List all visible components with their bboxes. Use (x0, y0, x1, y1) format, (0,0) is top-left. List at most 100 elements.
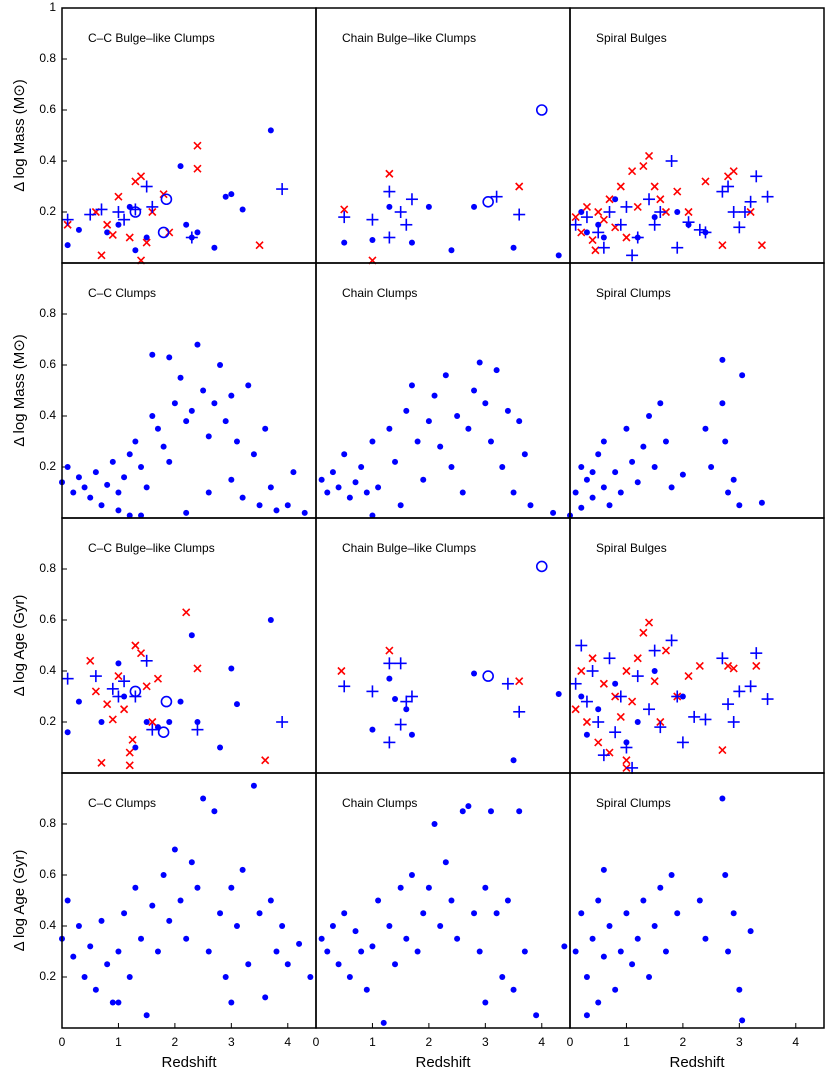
point (482, 400, 489, 407)
point (499, 464, 506, 470)
point (121, 910, 128, 917)
dot-mark (674, 910, 681, 917)
dot-mark (448, 897, 455, 904)
panel-title: Spiral Bulges (596, 31, 667, 45)
dot-mark (188, 859, 195, 866)
point (736, 986, 743, 993)
dot-mark (171, 400, 178, 407)
dot-mark (471, 203, 478, 210)
point (661, 646, 671, 655)
point (646, 974, 653, 980)
point (727, 716, 740, 728)
point (267, 897, 274, 904)
point (510, 757, 517, 764)
point (733, 685, 746, 698)
dot-mark (617, 948, 624, 955)
y-tick-label: 0.4 (39, 918, 56, 932)
point (668, 872, 675, 878)
point (578, 464, 585, 470)
point (679, 471, 686, 478)
point (64, 242, 71, 249)
point (646, 413, 653, 419)
point (592, 226, 605, 239)
point (222, 193, 229, 200)
panel-title: C–C Clumps (88, 796, 156, 810)
cross-stroke (622, 666, 631, 676)
point (620, 200, 633, 213)
point (121, 474, 128, 481)
point (70, 489, 77, 496)
x-tick-label: 3 (482, 1035, 489, 1049)
point (513, 208, 526, 221)
point (577, 228, 586, 237)
dot-mark (98, 917, 105, 924)
dot-mark (267, 127, 274, 134)
point (142, 238, 151, 247)
dot-mark (471, 670, 478, 677)
cross-stroke (515, 677, 524, 686)
point (132, 884, 139, 891)
point (104, 961, 111, 968)
point (739, 1017, 746, 1024)
point (620, 741, 633, 754)
point (103, 700, 112, 709)
point (157, 226, 170, 239)
point (143, 484, 150, 491)
dot-mark (493, 910, 500, 917)
cross-stroke (684, 207, 693, 217)
dot-mark (459, 489, 466, 496)
point (594, 738, 603, 747)
dot-mark (188, 407, 195, 414)
point (318, 935, 325, 942)
dot-mark (194, 229, 201, 236)
dot-mark (87, 494, 94, 501)
dot-mark (81, 484, 88, 491)
point (92, 469, 99, 476)
dot-mark (92, 469, 99, 476)
cross-stroke (622, 233, 631, 242)
point (75, 474, 82, 481)
point (628, 167, 637, 176)
dot-mark (166, 458, 173, 465)
point (183, 221, 190, 228)
point (256, 502, 263, 509)
point (380, 1019, 387, 1026)
dot-mark (245, 961, 252, 968)
dot-mark (476, 359, 483, 366)
point (510, 489, 517, 496)
dot-mark (138, 464, 145, 470)
point (420, 910, 427, 917)
dot-mark (115, 507, 122, 514)
panel-frame (569, 7, 825, 264)
point (392, 696, 399, 703)
point (527, 502, 534, 509)
cross-stroke (385, 169, 394, 178)
dot-mark (437, 923, 444, 929)
x-tick-label: 0 (313, 1035, 320, 1049)
dot-mark (454, 413, 461, 419)
dot-mark (454, 935, 461, 942)
dot-mark (64, 464, 71, 470)
dot-mark (160, 443, 167, 450)
point (346, 974, 353, 980)
point (397, 502, 404, 509)
point (648, 644, 661, 657)
point (738, 206, 751, 218)
y-tick-label: 0.4 (39, 663, 56, 677)
dot-mark (217, 362, 224, 368)
point (665, 634, 678, 647)
point (341, 239, 348, 246)
point (335, 961, 342, 968)
cross-stroke (114, 672, 123, 681)
point (437, 923, 444, 929)
y-tick-label: 0.2 (39, 969, 56, 983)
dot-mark (516, 808, 523, 815)
dot-mark (92, 986, 99, 993)
point (535, 560, 548, 573)
dot-mark (634, 479, 641, 486)
point (718, 745, 727, 755)
point (160, 443, 167, 450)
cross-stroke (159, 190, 168, 199)
dot-mark (222, 974, 229, 980)
point (431, 821, 438, 827)
